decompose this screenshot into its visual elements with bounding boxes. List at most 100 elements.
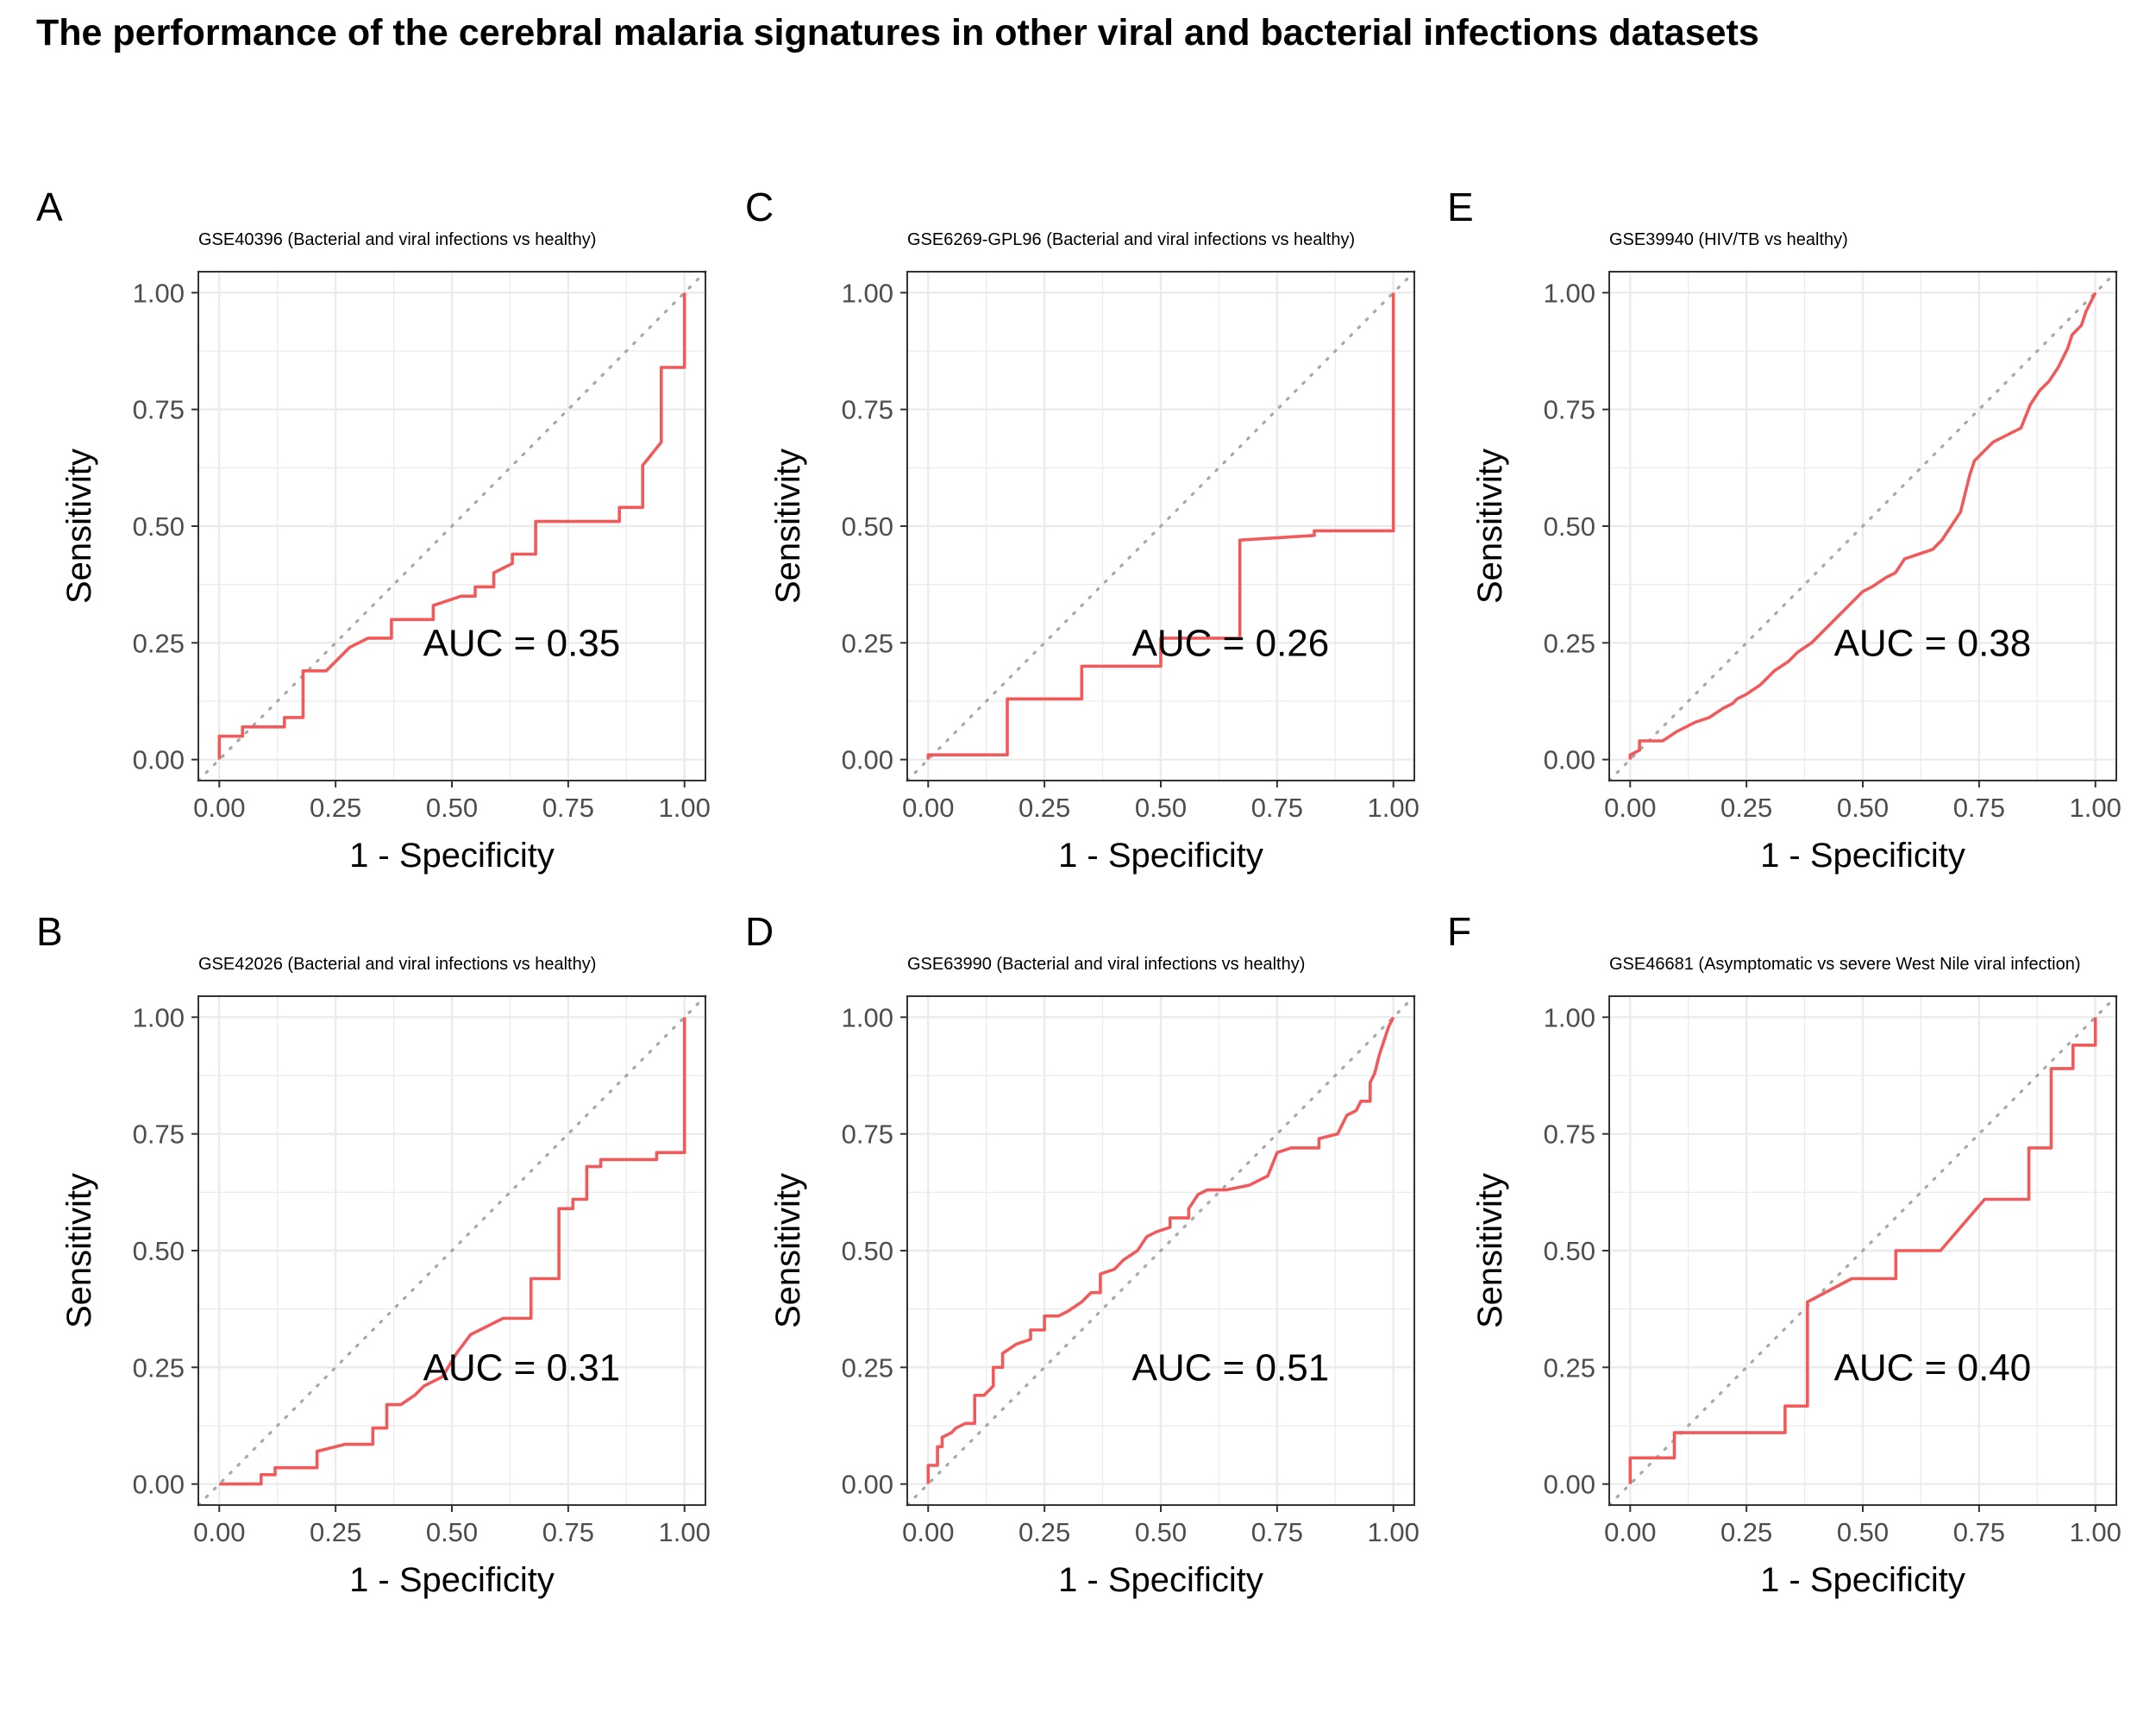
y-tick-label: 0.75 xyxy=(1544,1120,1595,1150)
reference-diagonal xyxy=(906,994,1416,1507)
x-axis-title: 1 - Specificity xyxy=(349,1561,555,1599)
x-tick-label: 0.25 xyxy=(1018,1517,1070,1547)
y-tick-label: 0.25 xyxy=(133,628,185,658)
x-tick-label: 1.00 xyxy=(659,793,711,823)
roc-curve xyxy=(926,1016,1395,1484)
y-tick-label: 1.00 xyxy=(842,278,893,308)
x-tick-label: 0.25 xyxy=(1018,793,1070,823)
panel-letter-C: C xyxy=(745,185,774,229)
y-tick-label: 1.00 xyxy=(133,278,185,308)
y-tick-label: 0.50 xyxy=(842,511,893,542)
x-axis-title: 1 - Specificity xyxy=(349,837,555,875)
roc-curve xyxy=(1628,292,2097,760)
roc-curve xyxy=(1628,1017,2097,1484)
y-tick-label: 1.00 xyxy=(842,1002,893,1032)
reference-diagonal xyxy=(197,994,707,1507)
panel-letter-B: B xyxy=(36,909,63,954)
x-tick-label: 0.25 xyxy=(1720,793,1772,823)
y-tick-label: 0.75 xyxy=(1544,395,1595,425)
x-tick-label: 1.00 xyxy=(1368,793,1420,823)
roc-panel-E: 0.00 0.25 0.50 0.75 1.00 0.00 0.25 0.50 0.75 1.00… xyxy=(1471,270,2122,875)
auc-annotation: AUC = 0.31 xyxy=(423,1346,621,1389)
y-tick-label: 0.50 xyxy=(1544,1236,1595,1266)
reference-diagonal xyxy=(1608,270,2118,782)
y-tick-label: 1.00 xyxy=(133,1002,185,1032)
x-tick-label: 0.00 xyxy=(1604,1517,1656,1547)
x-tick-label: 0.00 xyxy=(193,1517,245,1547)
panel-subtitle-D: GSE63990 (Bacterial and viral infections… xyxy=(907,955,1306,974)
y-tick-label: 0.25 xyxy=(842,1352,893,1383)
x-tick-label: 1.00 xyxy=(1368,1517,1420,1547)
roc-curve xyxy=(926,292,1395,760)
x-tick-label: 1.00 xyxy=(659,1517,711,1547)
y-tick-label: 0.25 xyxy=(1544,1352,1595,1383)
roc-curve xyxy=(219,1017,686,1486)
x-tick-label: 0.50 xyxy=(426,793,478,823)
reference-diagonal xyxy=(906,270,1416,782)
x-axis-title: 1 - Specificity xyxy=(1058,837,1263,875)
reference-diagonal xyxy=(1608,994,2118,1507)
x-tick-label: 0.75 xyxy=(1251,1517,1303,1547)
roc-panel-B: 0.00 0.25 0.50 0.75 1.00 0.00 0.25 0.50 0.75 1.00… xyxy=(60,994,711,1599)
x-axis-title: 1 - Specificity xyxy=(1760,837,1965,875)
x-tick-label: 0.00 xyxy=(902,793,954,823)
y-tick-label: 0.00 xyxy=(842,745,893,775)
x-tick-label: 0.75 xyxy=(1251,793,1303,823)
y-tick-label: 0.25 xyxy=(133,1352,185,1383)
panel-subtitle-A: GSE40396 (Bacterial and viral infections… xyxy=(198,230,597,249)
y-tick-label: 0.75 xyxy=(133,395,185,425)
x-tick-label: 0.50 xyxy=(1837,793,1889,823)
panel-subtitle-C: GSE6269-GPL96 (Bacterial and viral infec… xyxy=(907,230,1356,249)
x-tick-label: 1.00 xyxy=(2070,1517,2122,1547)
y-tick-label: 1.00 xyxy=(1544,1002,1595,1032)
y-axis-title: Sensitivity xyxy=(769,1173,807,1328)
y-tick-label: 0.50 xyxy=(842,1236,893,1266)
y-tick-label: 0.00 xyxy=(842,1470,893,1500)
y-tick-label: 0.50 xyxy=(133,1236,185,1266)
x-tick-label: 0.75 xyxy=(1953,793,2005,823)
roc-panel-D: 0.00 0.25 0.50 0.75 1.00 0.00 0.25 0.50 0.75 1.00… xyxy=(769,994,1420,1599)
auc-annotation: AUC = 0.40 xyxy=(1834,1346,2032,1389)
y-tick-label: 0.00 xyxy=(133,745,185,775)
y-tick-label: 0.00 xyxy=(1544,745,1595,775)
y-axis-title: Sensitivity xyxy=(769,448,807,604)
x-tick-label: 0.75 xyxy=(1953,1517,2005,1547)
y-axis-title: Sensitivity xyxy=(1471,448,1509,604)
x-axis-title: 1 - Specificity xyxy=(1760,1561,1965,1599)
panel-subtitle-B: GSE42026 (Bacterial and viral infections… xyxy=(198,955,597,974)
x-tick-label: 0.50 xyxy=(1837,1517,1889,1547)
y-tick-label: 0.75 xyxy=(842,395,893,425)
x-tick-label: 0.50 xyxy=(426,1517,478,1547)
auc-annotation: AUC = 0.38 xyxy=(1834,622,2032,664)
x-tick-label: 1.00 xyxy=(2070,793,2122,823)
auc-annotation: AUC = 0.51 xyxy=(1132,1346,1330,1389)
auc-annotation: AUC = 0.26 xyxy=(1132,622,1330,664)
y-tick-label: 0.50 xyxy=(1544,511,1595,542)
roc-panel-A: 0.00 0.25 0.50 0.75 1.00 0.00 0.25 0.50 0.75 1.00… xyxy=(60,270,711,875)
x-tick-label: 0.00 xyxy=(193,793,245,823)
y-tick-label: 0.00 xyxy=(133,1470,185,1500)
x-tick-label: 0.25 xyxy=(310,793,361,823)
y-tick-label: 0.25 xyxy=(1544,628,1595,658)
auc-annotation: AUC = 0.35 xyxy=(423,622,621,664)
y-axis-title: Sensitivity xyxy=(60,1173,98,1328)
y-tick-label: 0.50 xyxy=(133,511,185,542)
y-tick-label: 0.25 xyxy=(842,628,893,658)
x-tick-label: 0.75 xyxy=(542,1517,594,1547)
y-tick-label: 1.00 xyxy=(1544,278,1595,308)
roc-curve xyxy=(217,292,686,760)
x-tick-label: 0.00 xyxy=(1604,793,1656,823)
x-tick-label: 0.25 xyxy=(310,1517,361,1547)
x-tick-label: 0.00 xyxy=(902,1517,954,1547)
roc-panel-F: 0.00 0.25 0.50 0.75 1.00 0.00 0.25 0.50 0.75 1.00… xyxy=(1471,994,2122,1599)
panel-letter-A: A xyxy=(36,185,63,229)
y-tick-label: 0.75 xyxy=(133,1120,185,1150)
y-axis-title: Sensitivity xyxy=(1471,1173,1509,1328)
x-tick-label: 0.50 xyxy=(1135,793,1187,823)
panel-subtitle-F: GSE46681 (Asymptomatic vs severe West Ni… xyxy=(1609,955,2081,974)
x-tick-label: 0.25 xyxy=(1720,1517,1772,1547)
y-axis-title: Sensitivity xyxy=(60,448,98,604)
y-tick-label: 0.75 xyxy=(842,1120,893,1150)
x-tick-label: 0.50 xyxy=(1135,1517,1187,1547)
